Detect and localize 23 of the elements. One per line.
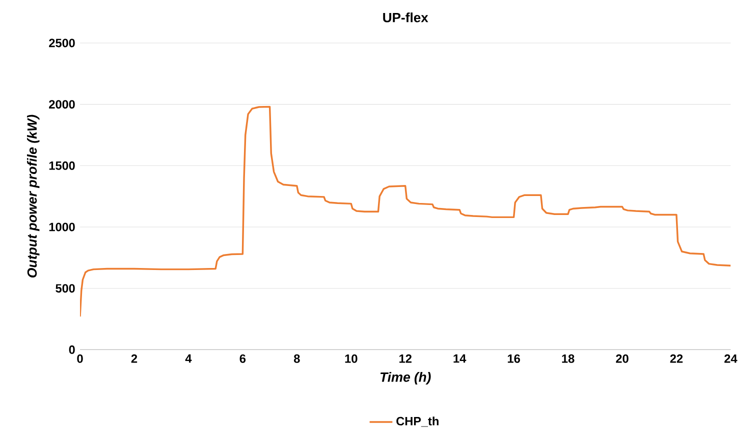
y-tick-label: 2500: [49, 38, 75, 48]
y-tick-label: 1500: [49, 161, 75, 170]
y-tick-label: 500: [56, 284, 75, 293]
x-tick-label: 2: [131, 354, 138, 363]
x-tick-label: 14: [454, 354, 466, 363]
y-tick-label: 0: [69, 345, 75, 354]
x-tick-label: 22: [670, 354, 683, 363]
y-tick-label: 1000: [49, 222, 75, 232]
y-axis-title: Output power profile (kW): [27, 114, 40, 278]
legend-label: CHP_th: [396, 416, 439, 427]
x-tick-label: 20: [616, 354, 628, 363]
chart-title: UP-flex: [383, 12, 428, 22]
x-tick-label: 16: [508, 354, 520, 363]
x-tick-label: 4: [185, 354, 192, 363]
x-tick-label: 0: [77, 354, 83, 363]
x-tick-label: 24: [724, 354, 738, 363]
y-tick-label: 2000: [49, 100, 75, 109]
x-tick-label: 10: [345, 354, 358, 363]
x-tick-label: 6: [240, 354, 246, 363]
x-tick-label: 8: [294, 354, 300, 363]
x-axis-title: Time (h): [380, 372, 431, 384]
x-tick-label: 12: [399, 354, 412, 363]
x-tick-label: 18: [562, 354, 574, 363]
